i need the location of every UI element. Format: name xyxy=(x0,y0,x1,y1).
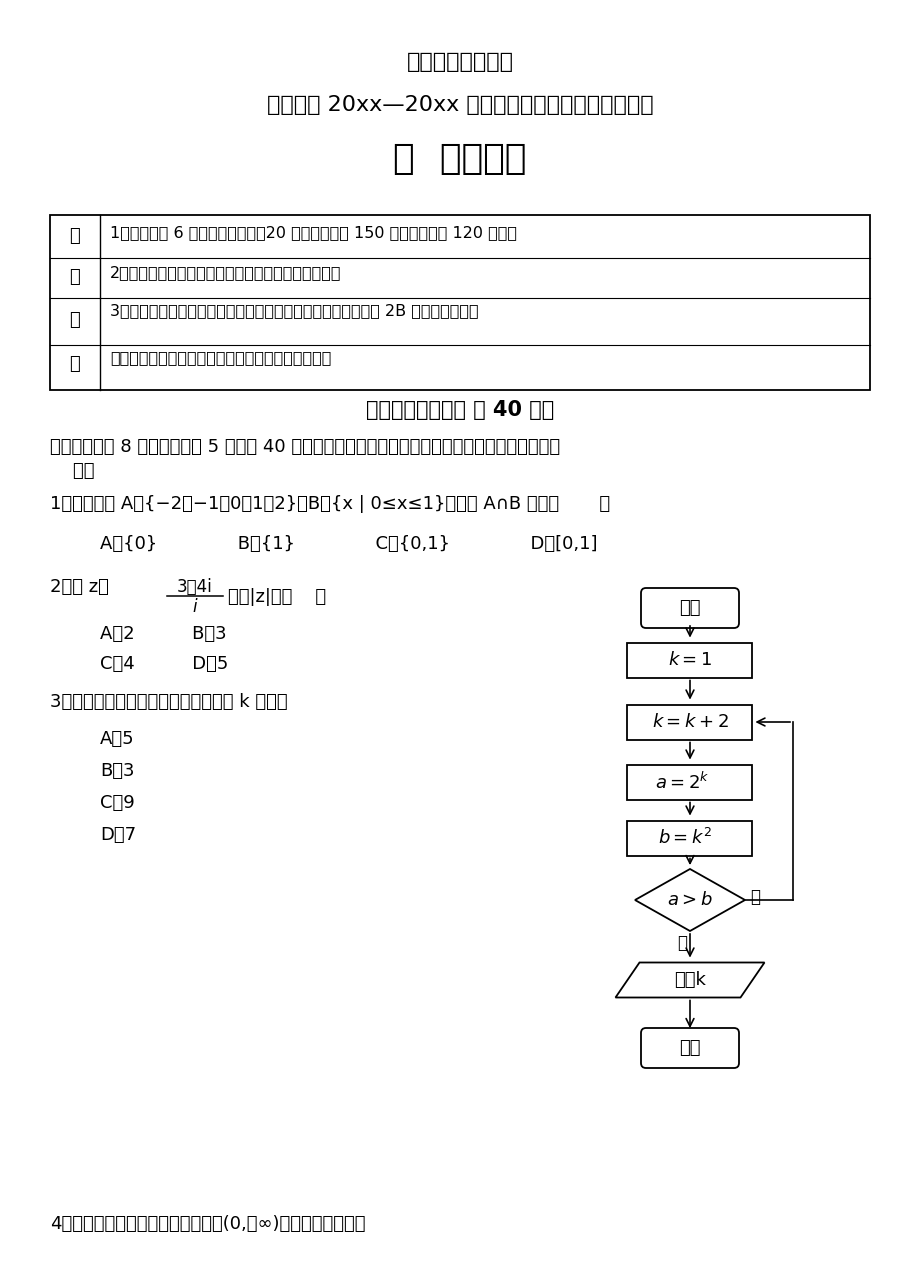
Bar xyxy=(627,705,752,739)
Text: $b=k^2$: $b=k^2$ xyxy=(657,828,711,848)
Polygon shape xyxy=(634,869,744,931)
Text: 知: 知 xyxy=(70,355,80,373)
Text: 是: 是 xyxy=(676,934,686,952)
Text: ，则|z|＝（    ）: ，则|z|＝（ ） xyxy=(228,589,325,606)
Text: 1．已知集合 A＝{−2，−1，0，1，2}，B＝{x | 0≤x≤1}，那么 A∩B 等于（       ）: 1．已知集合 A＝{−2，−1，0，1，2}，B＝{x | 0≤x≤1}，那么 … xyxy=(50,496,609,513)
Text: A．5: A．5 xyxy=(100,730,134,748)
Text: 考: 考 xyxy=(70,227,80,245)
Text: 3．执行如图所示的程序框图，输出的 k 值是（: 3．执行如图所示的程序框图，输出的 k 值是（ xyxy=(50,693,288,711)
Text: 开始: 开始 xyxy=(678,599,700,617)
Text: B．3: B．3 xyxy=(100,762,134,780)
Text: 输出k: 输出k xyxy=(674,971,705,989)
Bar xyxy=(50,215,869,390)
Bar xyxy=(627,764,752,800)
Text: $a=2^k$: $a=2^k$ xyxy=(654,771,709,792)
Text: C．4          D．5: C．4 D．5 xyxy=(100,655,228,673)
Text: 1．本试卷共 6 页，共三道大题，20 道小题，满分 150 分．考试时间 120 分钟．: 1．本试卷共 6 页，共三道大题，20 道小题，满分 150 分．考试时间 12… xyxy=(110,225,516,240)
Text: 数  学（理）: 数 学（理） xyxy=(393,141,526,176)
Text: 一、选择题共 8 小题，每小题 5 分，共 40 分．在每小题列出的四个选项中，选出符合题目要求的一: 一、选择题共 8 小题，每小题 5 分，共 40 分．在每小题列出的四个选项中，… xyxy=(50,438,560,456)
Text: 2．在答题卡上准确填写学校名称、姓名和准考证号．: 2．在答题卡上准确填写学校名称、姓名和准考证号． xyxy=(110,265,341,280)
Text: A．{0}              B．{1}              C．{0,1}              D．[0,1]: A．{0} B．{1} C．{0,1} D．[0,1] xyxy=(100,535,596,553)
Bar xyxy=(627,642,752,678)
Text: 4．下列函数中既是奇函数又在区间(0,＋∞)上单调递减的是（: 4．下列函数中既是奇函数又在区间(0,＋∞)上单调递减的是（ xyxy=(50,1215,365,1233)
Text: $k=k+2$: $k=k+2$ xyxy=(651,713,728,731)
Text: C．9: C．9 xyxy=(100,794,134,812)
Text: 第一部分（选择题 共 40 分）: 第一部分（选择题 共 40 分） xyxy=(366,400,553,420)
Text: 生: 生 xyxy=(70,268,80,285)
Text: 3．试题答案一律填涂或书写在答题卡上，选择题、作图题请用 2B 铅笔作答，其他: 3．试题答案一律填涂或书写在答题卡上，选择题、作图题请用 2B 铅笔作答，其他 xyxy=(110,303,478,318)
Text: 否: 否 xyxy=(749,888,759,906)
Text: 结束: 结束 xyxy=(678,1040,700,1057)
Text: 项．: 项． xyxy=(50,462,95,480)
Text: 试题请用黑色字迹签字笔作答，在试卷上作答无效．: 试题请用黑色字迹签字笔作答，在试卷上作答无效． xyxy=(110,350,331,364)
Text: $a>b$: $a>b$ xyxy=(666,891,712,910)
Bar xyxy=(627,820,752,856)
Text: 3＋4i: 3＋4i xyxy=(177,578,212,596)
Text: 石景山区 20xx—20xx 学年第一学期高三年级期末试卷: 石景山区 20xx—20xx 学年第一学期高三年级期末试卷 xyxy=(267,96,652,115)
Text: A．2          B．3: A．2 B．3 xyxy=(100,626,226,643)
Text: 须: 须 xyxy=(70,311,80,329)
FancyBboxPatch shape xyxy=(641,1028,738,1068)
Text: D．7: D．7 xyxy=(100,826,136,843)
Text: 高考数学最新资料: 高考数学最新资料 xyxy=(406,52,513,73)
Polygon shape xyxy=(615,962,764,998)
FancyBboxPatch shape xyxy=(641,589,738,628)
Text: 2．若 z＝: 2．若 z＝ xyxy=(50,578,108,596)
Text: i: i xyxy=(192,598,197,617)
Text: $k=1$: $k=1$ xyxy=(667,651,711,669)
